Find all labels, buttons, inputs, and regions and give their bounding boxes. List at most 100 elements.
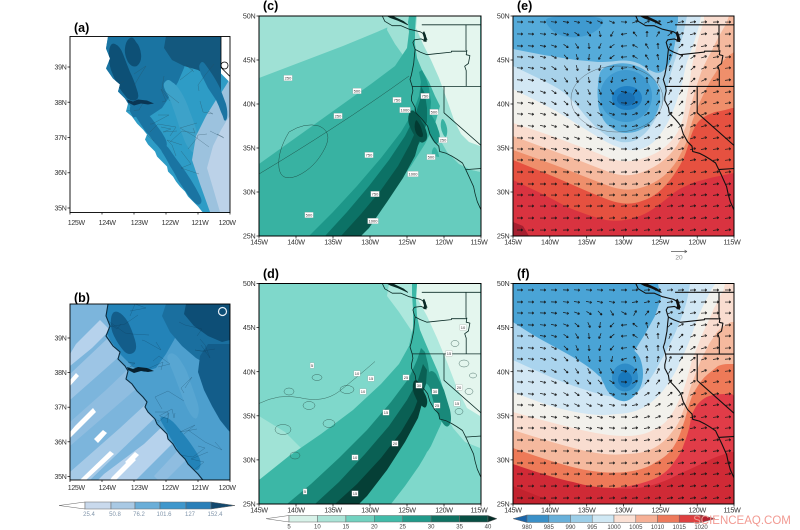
svg-text:35N: 35N bbox=[497, 144, 510, 153]
svg-text:40N: 40N bbox=[497, 100, 510, 109]
svg-text:140W: 140W bbox=[541, 506, 559, 515]
svg-text:145W: 145W bbox=[250, 238, 268, 247]
svg-text:130W: 130W bbox=[615, 506, 633, 515]
svg-text:115W: 115W bbox=[470, 506, 488, 515]
svg-text:30: 30 bbox=[433, 389, 438, 394]
svg-text:45N: 45N bbox=[243, 56, 256, 65]
svg-text:10: 10 bbox=[461, 325, 466, 330]
svg-text:45N: 45N bbox=[497, 56, 510, 65]
svg-text:40N: 40N bbox=[497, 367, 510, 376]
svg-text:30N: 30N bbox=[497, 456, 510, 465]
svg-text:1000: 1000 bbox=[369, 219, 379, 224]
svg-text:15: 15 bbox=[455, 401, 460, 406]
svg-text:25N: 25N bbox=[497, 500, 510, 509]
svg-text:45N: 45N bbox=[243, 323, 256, 332]
svg-text:115W: 115W bbox=[723, 238, 741, 247]
svg-text:140W: 140W bbox=[287, 238, 305, 247]
svg-text:120W: 120W bbox=[219, 220, 237, 227]
svg-text:30: 30 bbox=[417, 383, 422, 388]
svg-text:130W: 130W bbox=[615, 238, 633, 247]
svg-text:30N: 30N bbox=[243, 188, 256, 197]
svg-text:39N: 39N bbox=[55, 336, 67, 343]
svg-text:5: 5 bbox=[287, 525, 291, 530]
svg-text:121W: 121W bbox=[191, 485, 209, 492]
svg-text:152.4: 152.4 bbox=[207, 512, 223, 518]
svg-text:(a): (a) bbox=[74, 21, 89, 35]
svg-text:76.2: 76.2 bbox=[133, 512, 145, 518]
svg-text:25: 25 bbox=[404, 375, 409, 380]
svg-text:1000: 1000 bbox=[401, 108, 411, 113]
svg-text:1000: 1000 bbox=[607, 525, 621, 530]
svg-text:985: 985 bbox=[544, 525, 555, 530]
svg-text:130W: 130W bbox=[361, 506, 379, 515]
svg-text:1020: 1020 bbox=[694, 525, 708, 530]
svg-text:38N: 38N bbox=[55, 370, 67, 377]
svg-text:15: 15 bbox=[369, 376, 374, 381]
svg-text:30: 30 bbox=[428, 525, 435, 530]
svg-text:(d): (d) bbox=[263, 267, 279, 281]
svg-text:124W: 124W bbox=[99, 485, 117, 492]
svg-text:15: 15 bbox=[384, 410, 389, 415]
svg-text:35: 35 bbox=[456, 525, 463, 530]
svg-text:120W: 120W bbox=[435, 506, 453, 515]
svg-text:990: 990 bbox=[565, 525, 576, 530]
svg-text:37N: 37N bbox=[55, 405, 67, 412]
svg-text:50N: 50N bbox=[243, 12, 256, 21]
svg-text:10: 10 bbox=[353, 455, 358, 460]
svg-text:35N: 35N bbox=[55, 206, 67, 213]
svg-text:25: 25 bbox=[399, 525, 406, 530]
svg-text:115W: 115W bbox=[470, 238, 488, 247]
svg-text:980: 980 bbox=[522, 525, 533, 530]
svg-text:35N: 35N bbox=[243, 411, 256, 420]
svg-text:127: 127 bbox=[185, 512, 196, 518]
svg-text:135W: 135W bbox=[324, 238, 342, 247]
svg-text:50.8: 50.8 bbox=[109, 512, 121, 518]
svg-text:124W: 124W bbox=[99, 220, 117, 227]
svg-text:121W: 121W bbox=[191, 220, 209, 227]
svg-text:35N: 35N bbox=[497, 411, 510, 420]
svg-text:37N: 37N bbox=[55, 135, 67, 142]
svg-text:140W: 140W bbox=[541, 238, 559, 247]
svg-text:50N: 50N bbox=[243, 279, 256, 288]
svg-text:20: 20 bbox=[457, 385, 462, 390]
svg-text:25N: 25N bbox=[243, 500, 256, 509]
svg-text:123W: 123W bbox=[131, 220, 149, 227]
svg-text:50N: 50N bbox=[497, 279, 510, 288]
svg-text:5: 5 bbox=[311, 363, 314, 368]
svg-text:36N: 36N bbox=[55, 439, 67, 446]
svg-text:250: 250 bbox=[335, 114, 342, 119]
svg-text:250: 250 bbox=[440, 138, 447, 143]
svg-text:500: 500 bbox=[354, 89, 361, 94]
svg-text:500: 500 bbox=[431, 110, 438, 115]
svg-text:36N: 36N bbox=[55, 170, 67, 177]
svg-text:115W: 115W bbox=[723, 506, 741, 515]
svg-text:(e): (e) bbox=[517, 0, 532, 13]
svg-text:50N: 50N bbox=[497, 12, 510, 21]
svg-text:35N: 35N bbox=[55, 474, 67, 481]
svg-text:15: 15 bbox=[447, 351, 452, 356]
svg-text:39N: 39N bbox=[55, 65, 67, 72]
svg-text:35N: 35N bbox=[243, 144, 256, 153]
svg-text:120W: 120W bbox=[435, 238, 453, 247]
svg-text:10: 10 bbox=[355, 371, 360, 376]
svg-text:500: 500 bbox=[428, 155, 435, 160]
svg-text:122W: 122W bbox=[162, 220, 180, 227]
svg-text:125W: 125W bbox=[652, 238, 670, 247]
svg-text:750: 750 bbox=[366, 153, 373, 158]
svg-text:750: 750 bbox=[394, 98, 401, 103]
svg-text:125W: 125W bbox=[398, 506, 416, 515]
svg-text:135W: 135W bbox=[324, 506, 342, 515]
svg-text:145W: 145W bbox=[504, 506, 522, 515]
svg-text:125W: 125W bbox=[68, 220, 86, 227]
svg-text:995: 995 bbox=[587, 525, 598, 530]
svg-text:122W: 122W bbox=[162, 485, 180, 492]
svg-text:125W: 125W bbox=[68, 485, 86, 492]
svg-text:30N: 30N bbox=[497, 188, 510, 197]
svg-text:10: 10 bbox=[361, 389, 366, 394]
svg-text:30N: 30N bbox=[243, 456, 256, 465]
svg-text:45N: 45N bbox=[497, 323, 510, 332]
svg-text:500: 500 bbox=[306, 213, 313, 218]
svg-text:20: 20 bbox=[371, 525, 378, 530]
svg-text:145W: 145W bbox=[250, 506, 268, 515]
svg-text:120W: 120W bbox=[688, 238, 706, 247]
